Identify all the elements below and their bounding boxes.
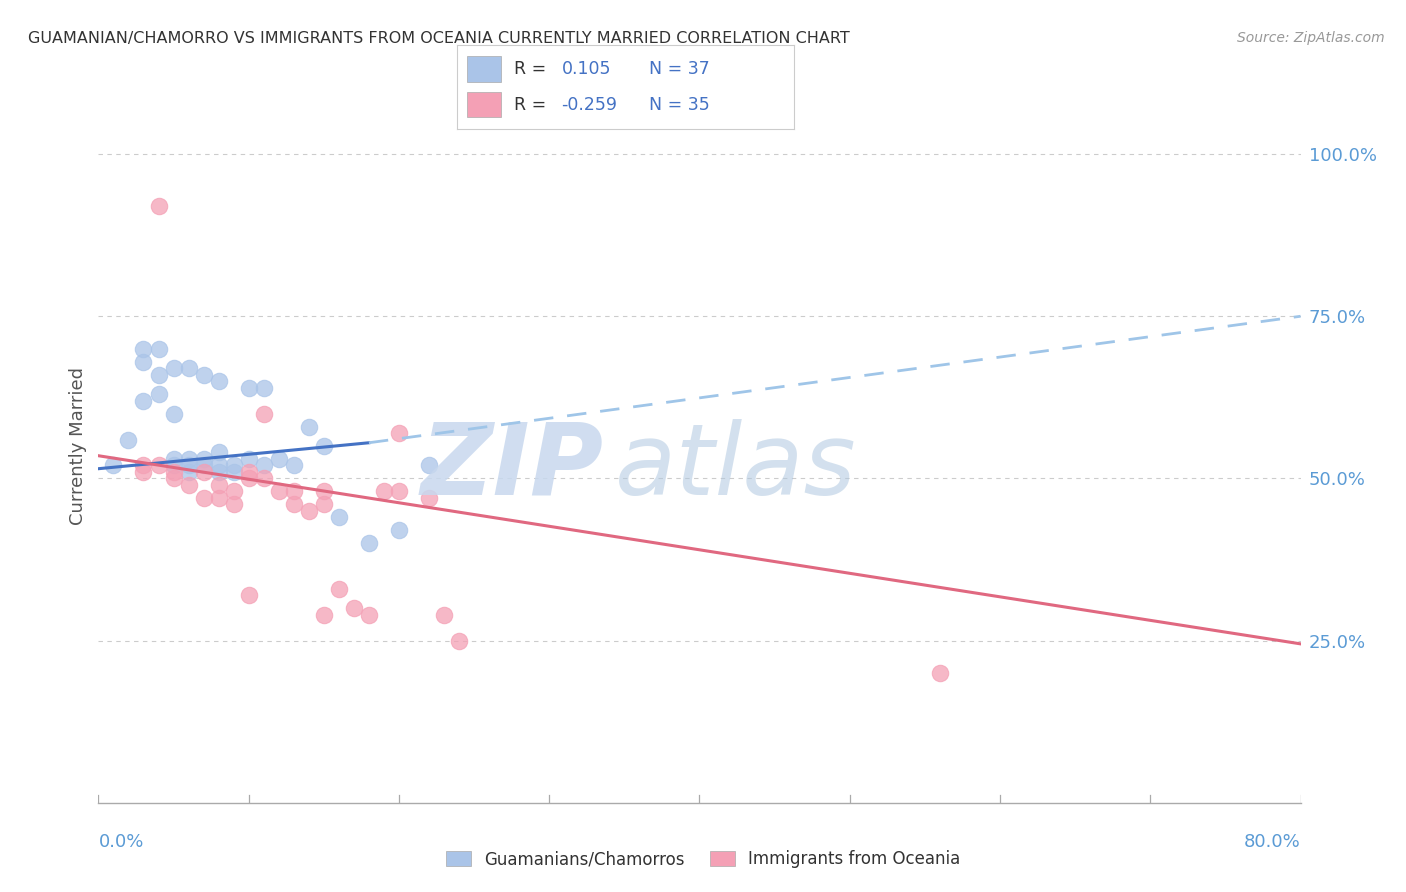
Text: R =: R = xyxy=(515,60,553,78)
Point xyxy=(357,607,380,622)
Point xyxy=(117,433,139,447)
Point xyxy=(373,484,395,499)
Point xyxy=(132,342,155,356)
Point xyxy=(267,452,290,467)
Point xyxy=(193,491,215,505)
Point xyxy=(343,601,366,615)
Bar xyxy=(467,92,501,118)
Point xyxy=(418,458,440,473)
Text: 0.0%: 0.0% xyxy=(98,833,143,851)
Point xyxy=(103,458,125,473)
Point xyxy=(162,465,184,479)
Point xyxy=(929,666,952,681)
Point xyxy=(328,510,350,524)
Point xyxy=(132,393,155,408)
Point xyxy=(222,458,245,473)
Text: R =: R = xyxy=(515,95,553,114)
Point xyxy=(148,387,170,401)
Point xyxy=(193,465,215,479)
Text: N = 35: N = 35 xyxy=(650,95,710,114)
Point xyxy=(193,458,215,473)
Point xyxy=(208,465,231,479)
Text: 80.0%: 80.0% xyxy=(1244,833,1301,851)
Point xyxy=(132,465,155,479)
Point xyxy=(418,491,440,505)
Point xyxy=(193,368,215,382)
Point xyxy=(253,407,276,421)
Point xyxy=(238,588,260,602)
Point xyxy=(312,439,335,453)
Point xyxy=(132,354,155,368)
Point xyxy=(132,458,155,473)
Point xyxy=(253,458,276,473)
Point xyxy=(433,607,456,622)
Text: GUAMANIAN/CHAMORRO VS IMMIGRANTS FROM OCEANIA CURRENTLY MARRIED CORRELATION CHAR: GUAMANIAN/CHAMORRO VS IMMIGRANTS FROM OC… xyxy=(28,31,849,46)
Point xyxy=(208,445,231,459)
Point xyxy=(238,452,260,467)
Text: ZIP: ZIP xyxy=(420,419,603,516)
Point xyxy=(162,458,184,473)
Point xyxy=(177,478,200,492)
Legend: Guamanians/Chamorros, Immigrants from Oceania: Guamanians/Chamorros, Immigrants from Oc… xyxy=(439,844,967,875)
Point xyxy=(312,497,335,511)
Point xyxy=(208,374,231,388)
Point xyxy=(388,425,411,440)
Bar xyxy=(467,56,501,82)
Point xyxy=(238,471,260,485)
Point xyxy=(447,633,470,648)
Point xyxy=(298,419,321,434)
Point xyxy=(162,361,184,376)
Point xyxy=(238,465,260,479)
Y-axis label: Currently Married: Currently Married xyxy=(69,367,87,525)
Point xyxy=(267,484,290,499)
Point xyxy=(312,484,335,499)
Point xyxy=(283,484,305,499)
Point xyxy=(222,465,245,479)
Text: atlas: atlas xyxy=(616,419,858,516)
Point xyxy=(193,452,215,467)
Point xyxy=(177,452,200,467)
Point xyxy=(177,458,200,473)
Point xyxy=(328,582,350,596)
Point xyxy=(162,452,184,467)
Point xyxy=(148,342,170,356)
Point xyxy=(208,458,231,473)
Point xyxy=(283,458,305,473)
Text: N = 37: N = 37 xyxy=(650,60,710,78)
Point xyxy=(162,407,184,421)
Point xyxy=(388,524,411,538)
Point xyxy=(283,497,305,511)
Text: -0.259: -0.259 xyxy=(561,95,617,114)
Point xyxy=(253,471,276,485)
Text: Source: ZipAtlas.com: Source: ZipAtlas.com xyxy=(1237,31,1385,45)
Point xyxy=(357,536,380,550)
Point xyxy=(177,361,200,376)
Point xyxy=(312,607,335,622)
Point xyxy=(238,381,260,395)
Point xyxy=(222,497,245,511)
Point xyxy=(148,199,170,213)
Point xyxy=(148,458,170,473)
Point xyxy=(253,381,276,395)
Point xyxy=(298,504,321,518)
Point xyxy=(148,368,170,382)
Point xyxy=(208,478,231,492)
Point xyxy=(222,484,245,499)
Text: 0.105: 0.105 xyxy=(561,60,612,78)
Point xyxy=(388,484,411,499)
Point xyxy=(162,471,184,485)
Point xyxy=(208,491,231,505)
Point xyxy=(177,465,200,479)
